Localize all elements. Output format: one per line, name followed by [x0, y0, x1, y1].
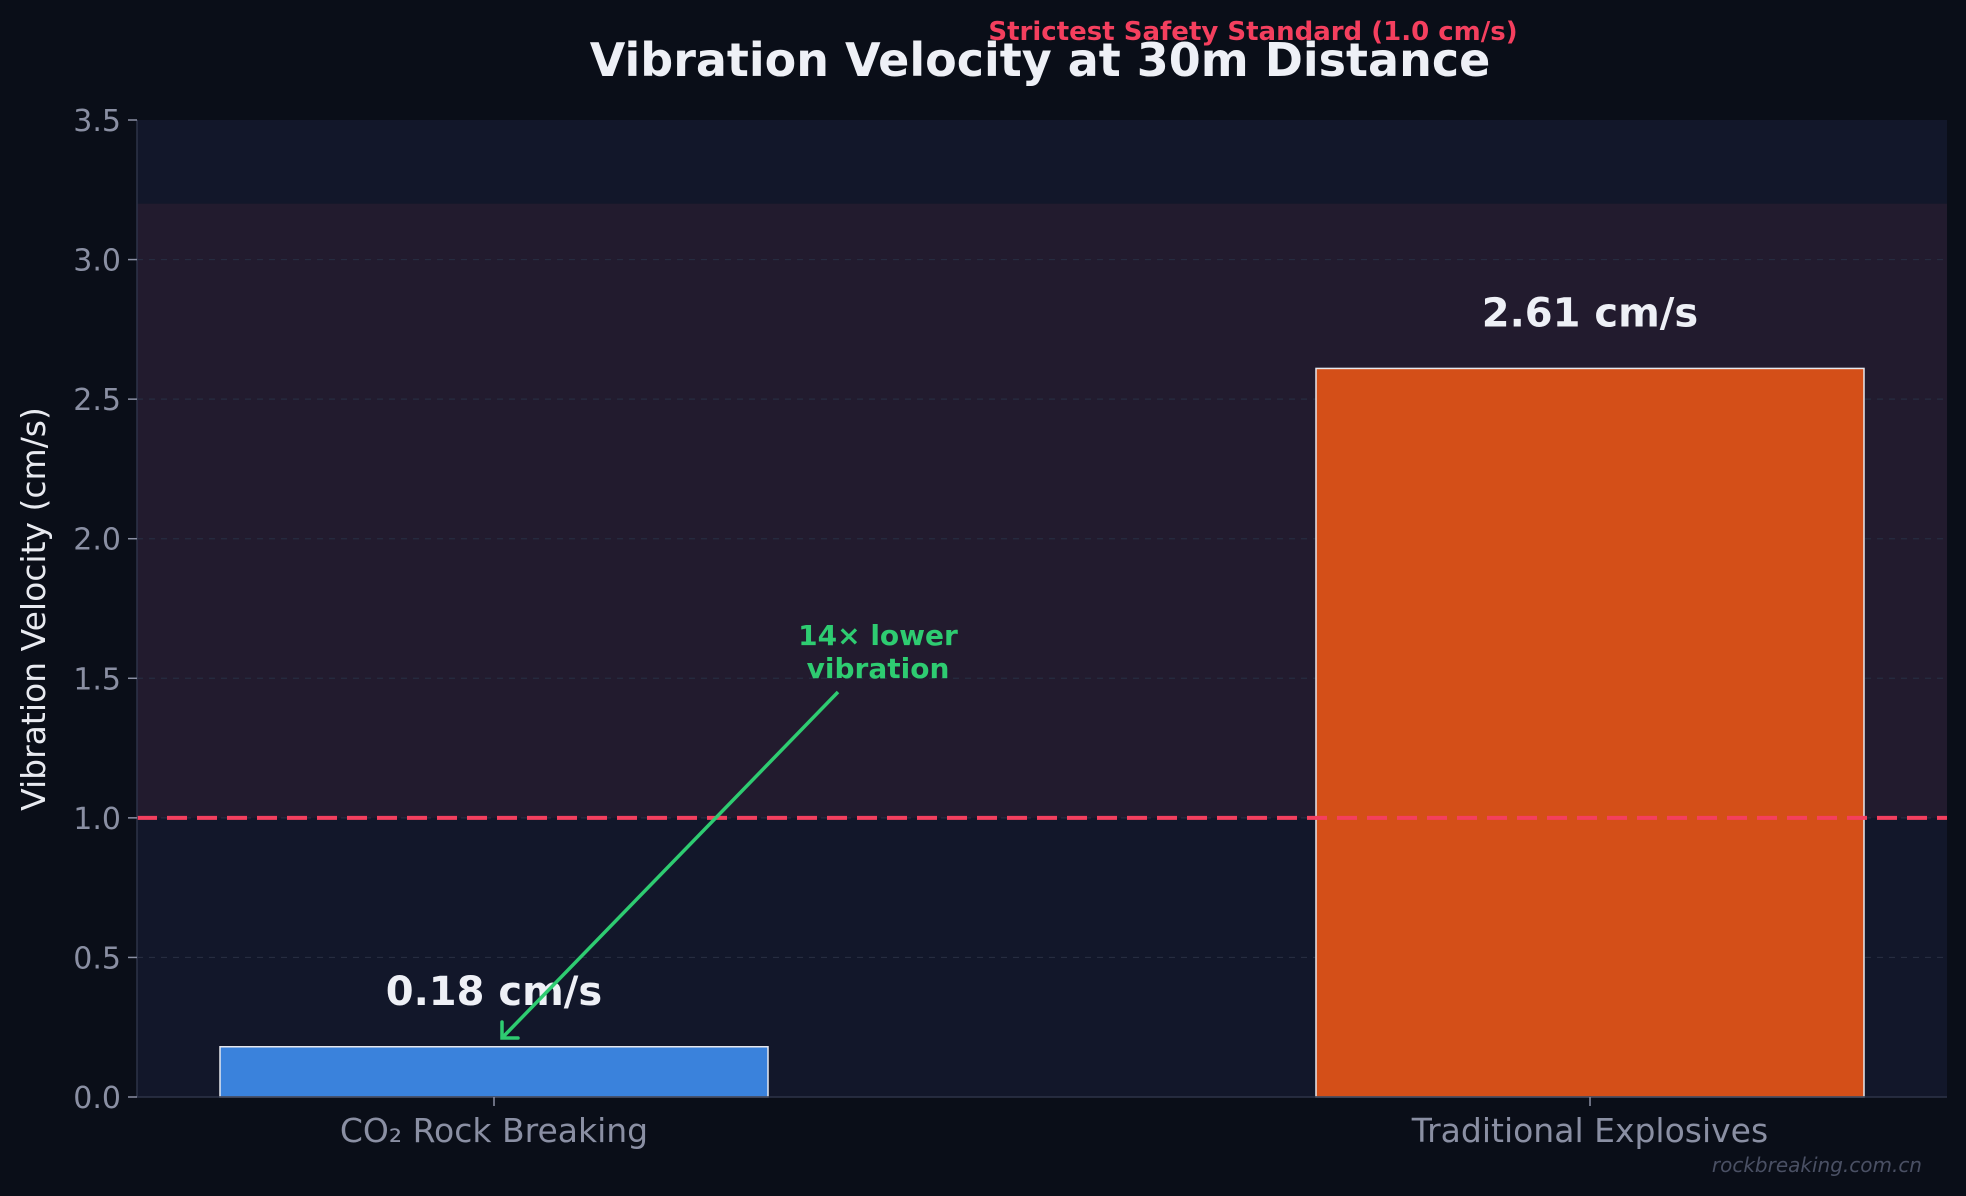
watermark: rockbreaking.com.cn — [1712, 1153, 1922, 1177]
annotation-line-1: 14× lower — [798, 619, 958, 652]
bars — [219, 367, 1865, 1098]
bar — [1315, 367, 1865, 1098]
chart-title: Vibration Velocity at 30m Distance — [590, 33, 1491, 87]
y-tick-label: 0.5 — [73, 941, 121, 976]
value-label: 2.61 cm/s — [1482, 290, 1698, 336]
y-tick-label: 3.5 — [73, 104, 121, 139]
y-tick-label: 2.5 — [73, 383, 121, 418]
x-tick-label: CO₂ Rock Breaking — [340, 1111, 648, 1150]
safety-standard-label: Strictest Safety Standard (1.0 cm/s) — [988, 17, 1517, 47]
annotation: 14× lower vibration — [500, 619, 958, 1040]
annotation-line-2: vibration — [807, 652, 950, 685]
y-ticks: 0.0 0.5 1.0 1.5 2.0 2.5 3.0 3.5 — [73, 104, 137, 1116]
arrow-head — [500, 1020, 520, 1040]
x-ticks: CO₂ Rock Breaking Traditional Explosives — [340, 1097, 1768, 1150]
y-tick-label: 1.0 — [73, 802, 121, 837]
y-tick-label: 3.0 — [73, 244, 121, 279]
y-tick-label: 1.5 — [73, 662, 121, 697]
axes — [136, 120, 1947, 1098]
bar — [219, 1046, 769, 1098]
y-axis-label: Vibration Velocity (cm/s) — [14, 407, 53, 811]
value-label: 0.18 cm/s — [386, 969, 602, 1015]
value-labels: 0.18 cm/s 2.61 cm/s — [386, 290, 1698, 1014]
annotation-arrow — [500, 690, 840, 1040]
y-tick-label: 0.0 — [73, 1081, 121, 1116]
x-tick-label: Traditional Explosives — [1411, 1111, 1768, 1150]
y-tick-label: 2.0 — [73, 523, 121, 558]
